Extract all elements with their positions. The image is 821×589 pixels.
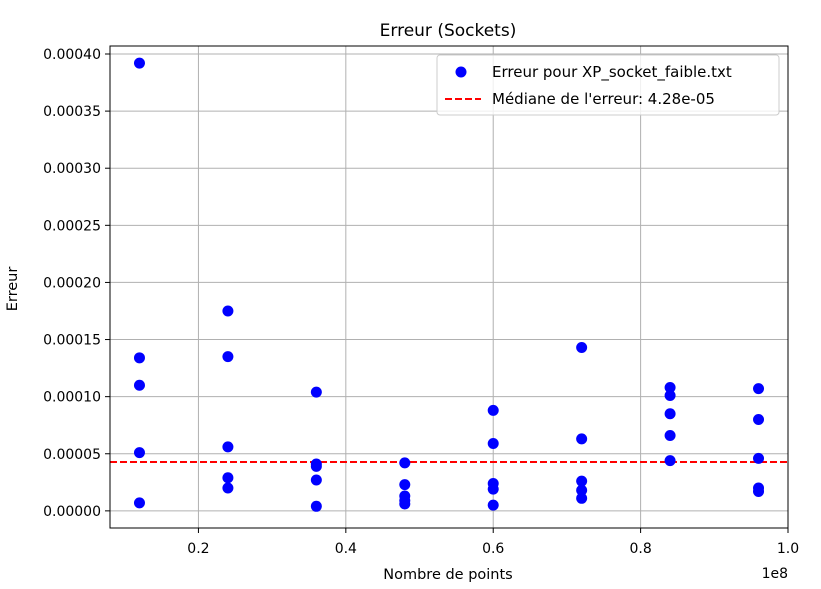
y-tick-label: 0.00020 — [43, 275, 101, 291]
legend-box — [436, 54, 780, 116]
grid — [110, 46, 789, 528]
y-axis-label: Erreur — [5, 267, 21, 312]
data-point — [753, 452, 765, 464]
data-point — [133, 352, 145, 364]
y-tick-label: 0.00005 — [43, 447, 101, 463]
x-tick-label: 0.2 — [187, 541, 209, 557]
y-tick-label: 0.00040 — [43, 47, 101, 63]
data-point — [487, 499, 499, 511]
data-point — [222, 482, 234, 494]
y-tick-label: 0.00015 — [43, 333, 101, 349]
x-axis-label: Nombre de points — [383, 567, 513, 583]
data-point — [487, 404, 499, 416]
data-point — [133, 57, 145, 69]
data-point — [664, 429, 676, 441]
data-point — [133, 379, 145, 391]
data-point — [753, 485, 765, 497]
data-point — [133, 497, 145, 509]
y-tick-label: 0.00030 — [43, 161, 101, 177]
data-point — [310, 460, 322, 472]
y-tick-label: 0.00010 — [43, 390, 101, 406]
data-points — [133, 57, 765, 512]
legend: Erreur pour XP_socket_faible.txt Médiane… — [436, 54, 780, 116]
x-axis-ticks: 0.2 0.4 0.6 0.8 1.0 — [187, 528, 799, 557]
data-point — [576, 475, 588, 487]
y-axis-ticks: 0.00000 0.00005 0.00010 0.00015 0.00020 0.000… — [43, 47, 110, 520]
data-point — [399, 498, 411, 510]
data-point — [487, 483, 499, 495]
x-tick-label: 0.8 — [629, 541, 651, 557]
data-point — [576, 433, 588, 445]
data-point — [664, 455, 676, 467]
data-point — [664, 390, 676, 402]
plot-area-frame — [109, 45, 789, 529]
data-point — [576, 342, 588, 354]
data-point — [399, 457, 411, 469]
y-tick-label: 0.00025 — [43, 218, 101, 234]
data-point — [310, 500, 322, 512]
y-tick-label: 0.00035 — [43, 104, 101, 120]
data-point — [487, 437, 499, 449]
data-point — [310, 386, 322, 398]
legend-label-median: Médiane de l'erreur: 4.28e-05 — [492, 90, 715, 108]
data-point — [222, 441, 234, 453]
x-tick-label: 0.6 — [482, 541, 504, 557]
data-point — [576, 492, 588, 504]
y-tick-label: 0.00000 — [43, 504, 101, 520]
x-tick-label: 0.4 — [335, 541, 357, 557]
data-point — [222, 351, 234, 363]
x-tick-label: 1.0 — [777, 541, 799, 557]
x-axis-offset-text: 1e8 — [762, 566, 788, 582]
data-point — [576, 484, 588, 496]
data-point — [664, 382, 676, 394]
data-point — [399, 479, 411, 491]
legend-marker-scatter — [455, 66, 467, 78]
data-point — [664, 408, 676, 420]
legend-label-scatter: Erreur pour XP_socket_faible.txt — [492, 63, 732, 82]
data-point — [222, 472, 234, 484]
data-point — [133, 447, 145, 459]
chart-title: Erreur (Sockets) — [380, 21, 517, 41]
data-point — [222, 305, 234, 317]
data-point — [753, 413, 765, 425]
data-point — [310, 474, 322, 486]
data-point — [753, 383, 765, 395]
